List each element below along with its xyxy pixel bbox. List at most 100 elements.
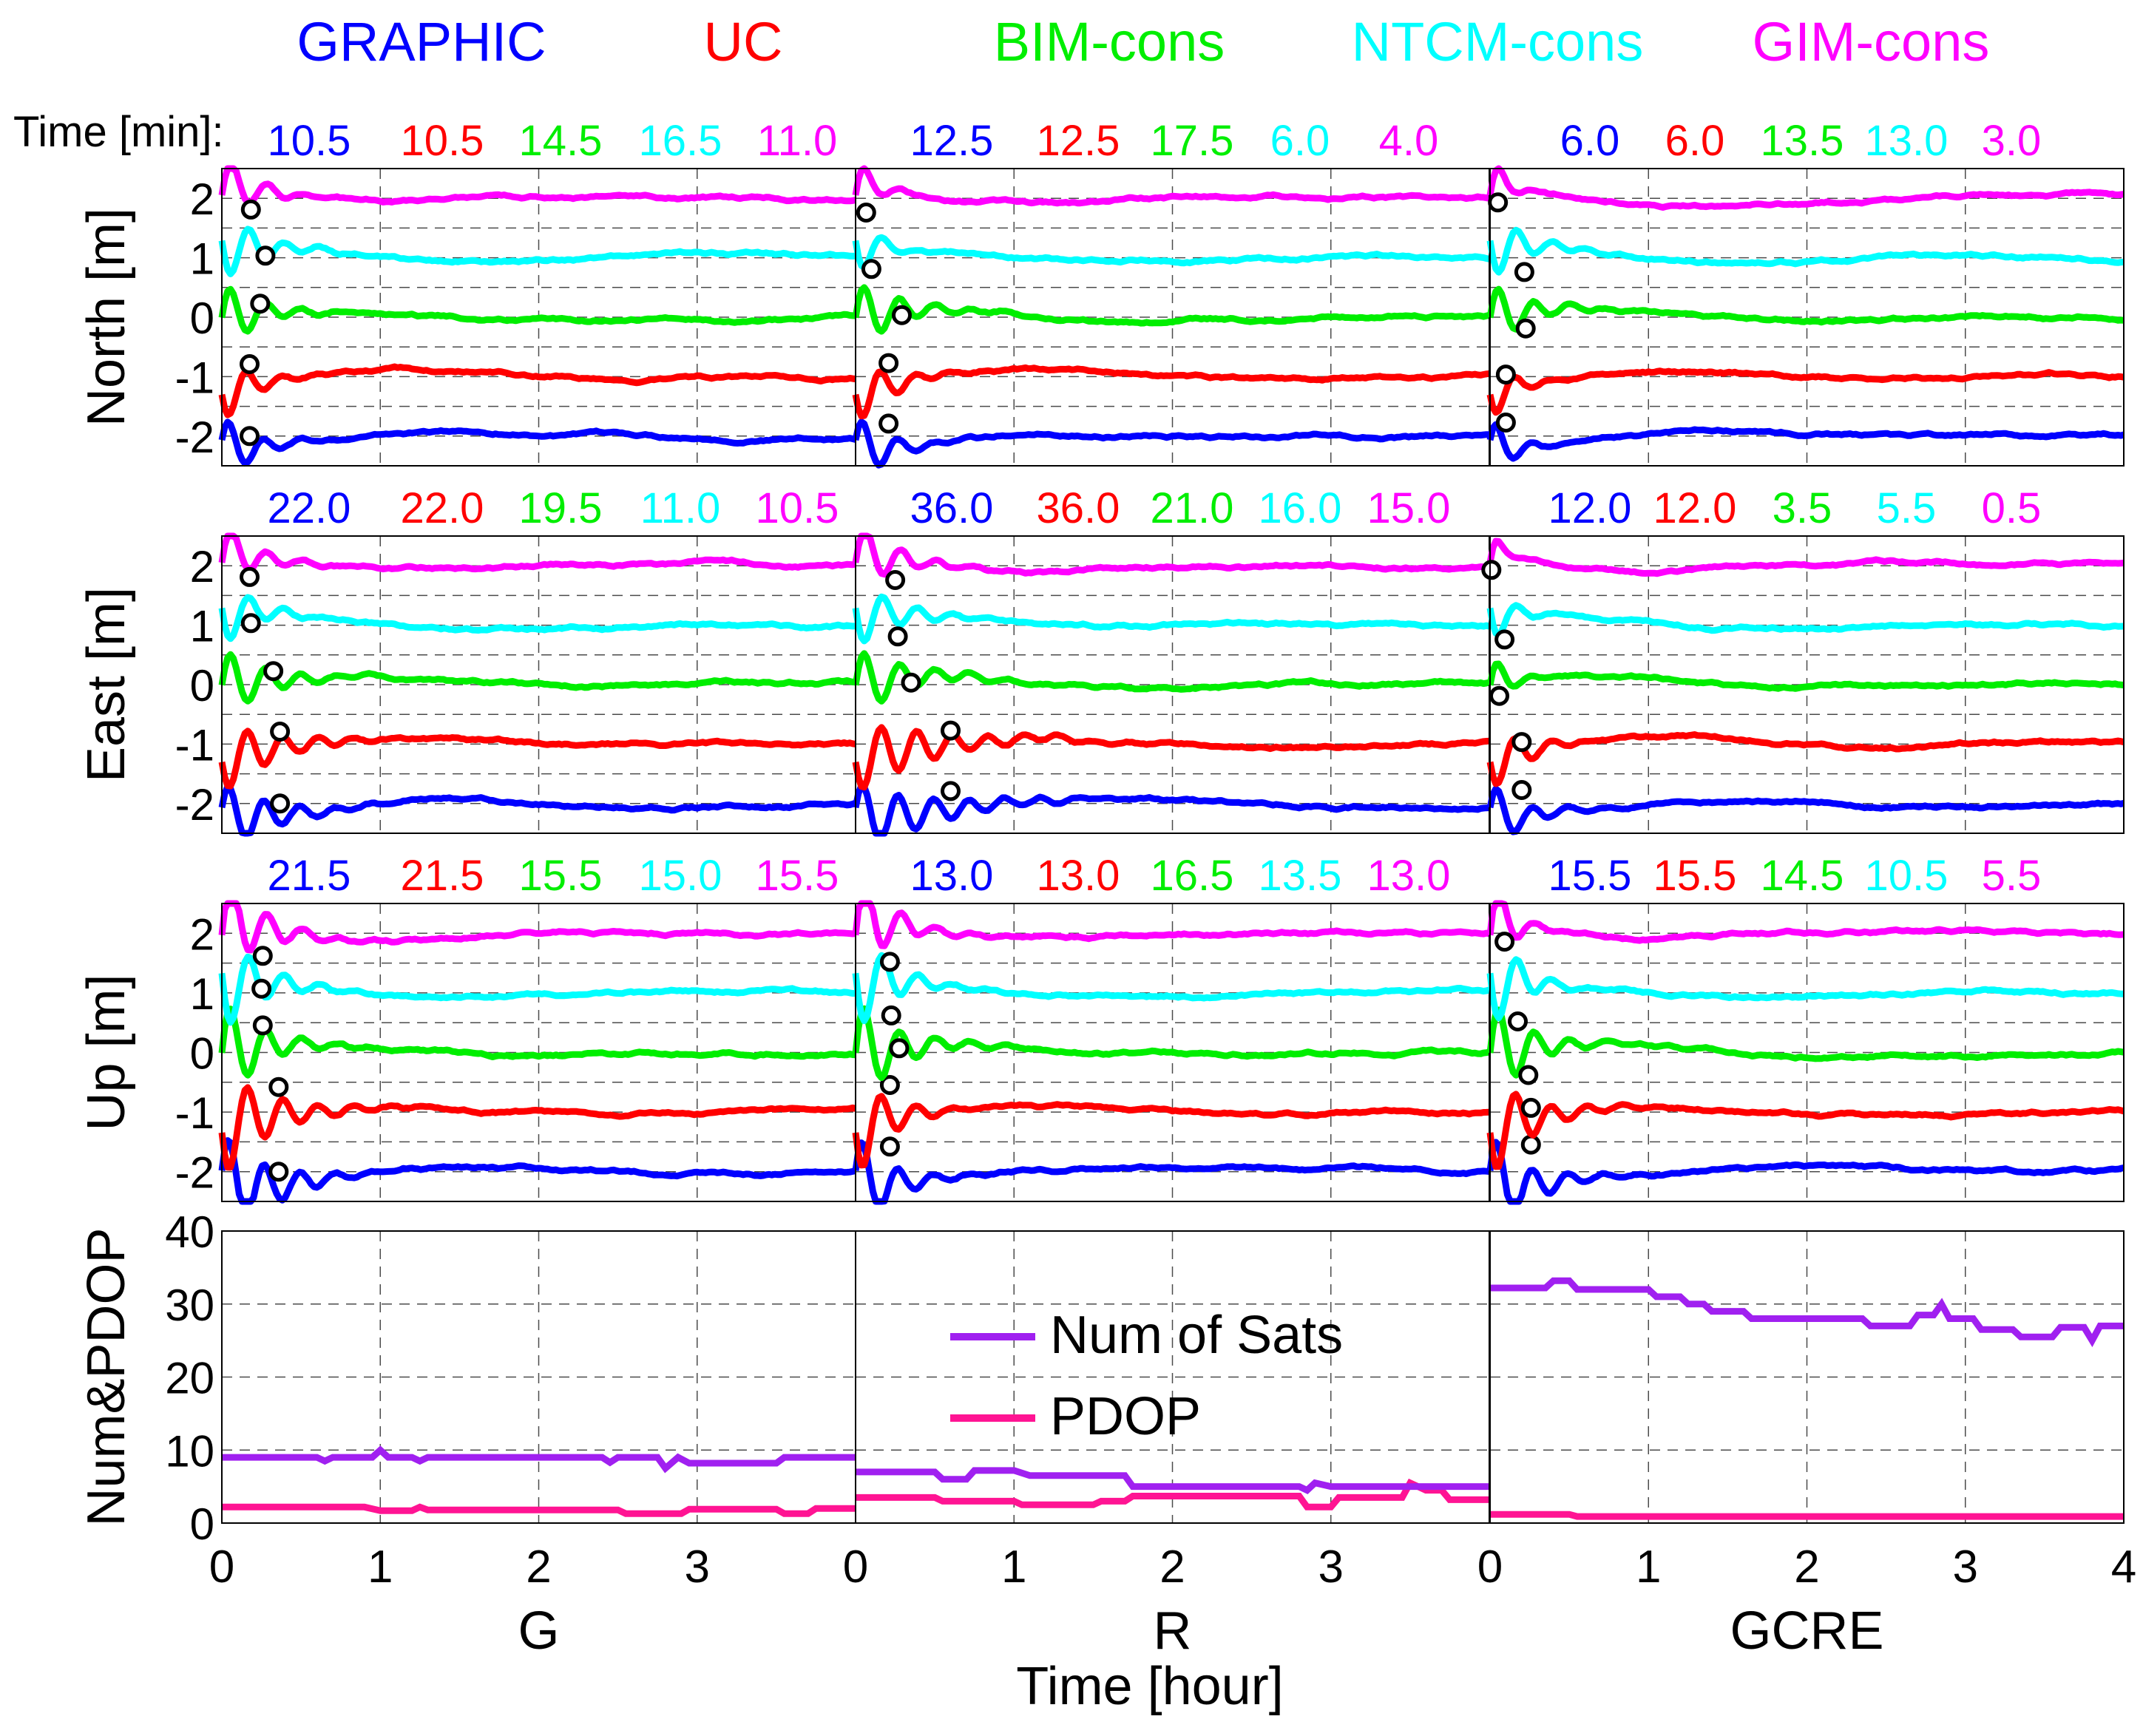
y-axis-label: North [m] [77,208,136,427]
panel-row-north: 10.5 10.5 14.5 16.5 11.0 12.5 12.5 17.5 6.0 4.0 6.… [77,117,2125,469]
conv-time-graphic: 12.0 [1548,484,1632,532]
convergence-marker-bim-cons [1518,1065,1539,1085]
convergence-marker-gim-cons [240,199,261,220]
line-bim-cons [1486,660,2125,692]
conv-time-bim-cons: 21.0 [1151,484,1234,532]
line-gim-cons [1486,538,2125,577]
legend-label-pdop: PDOP [1050,1387,1201,1446]
panel-1-0: 22.0 22.0 19.5 11.0 10.5 [218,484,857,837]
y-tick-label: -2 [175,413,214,462]
panel-0-2: 6.0 6.0 13.5 13.0 3.0 [1486,117,2125,467]
convergence-marker-ntcm-cons [240,613,261,634]
x-axis: 0 1 2 3 G 0 1 2 3 R 0 1 2 3 4 GCRE [209,1542,2136,1661]
line-ntcm-cons [218,594,856,642]
y-tick-label: 0 [190,294,214,343]
x-tick-label: 2 [1794,1542,1819,1593]
convergence-marker-graphic [240,426,260,447]
conv-time-uc: 36.0 [1037,484,1120,532]
x-axis-label: Time [hour] [1016,1657,1283,1716]
convergence-marker-gim-cons [240,566,260,587]
column-label-g: G [518,1601,559,1661]
convergence-marker-graphic [1495,413,1516,433]
panel-0-1: 12.5 12.5 17.5 6.0 4.0 [852,117,1491,469]
conv-time-gim-cons: 13.0 [1367,852,1451,900]
line-bim-cons [218,285,856,335]
line-pdop [856,1478,1489,1510]
conv-time-ntcm-cons: 16.5 [639,117,722,165]
legend-label-num-sats: Num of Sats [1050,1306,1343,1365]
convergence-marker-uc [1511,732,1532,753]
conv-time-uc: 15.5 [1653,852,1737,900]
line-ntcm-cons [218,953,856,1026]
panel-2-2: 15.5 15.5 14.5 10.5 5.5 [1486,852,2125,1205]
line-uc [1486,731,2125,787]
convergence-marker-gim-cons [856,203,876,223]
conv-time-graphic: 13.0 [910,852,994,900]
line-bim-cons [218,651,856,705]
line-bim-cons [1486,1006,2125,1079]
conv-time-gim-cons: 0.5 [1982,484,2042,532]
y-tick-label: -1 [175,353,214,402]
y-axis-label: East [m] [77,587,136,782]
line-gim-cons [852,900,1490,949]
line-graphic [852,782,1490,837]
conv-time-graphic: 10.5 [268,117,351,165]
line-graphic [852,1139,1490,1205]
convergence-marker-gim-cons [1494,932,1515,952]
x-tick-label: 0 [209,1542,234,1593]
convergence-marker-ntcm-cons [1494,629,1515,650]
line-uc [218,1084,857,1171]
conv-time-ntcm-cons: 5.5 [1877,484,1937,532]
y-tick-label: 0 [190,661,214,711]
bottom-legend: Num of Sats PDOP [950,1306,1343,1446]
convergence-marker-graphic [270,793,291,814]
panel-1-1: 36.0 36.0 21.0 16.0 15.0 [852,484,1491,837]
line-graphic [218,418,857,467]
convergence-marker-uc [941,720,961,741]
line-uc [1486,367,2125,416]
line-uc [218,728,856,790]
conv-time-bim-cons: 17.5 [1151,117,1234,165]
conv-time-uc: 12.5 [1037,117,1120,165]
convergence-marker-uc [879,1075,900,1095]
convergence-marker-gim-cons [879,952,900,972]
conv-time-gim-cons: 5.5 [1982,852,2042,900]
line-gim-cons [218,165,857,206]
convergence-marker-graphic [879,1136,900,1157]
line-gim-cons [218,532,856,573]
y-tick-label: 1 [190,602,214,651]
convergence-marker-bim-cons [263,661,284,682]
convergence-marker-uc [1495,365,1516,385]
convergence-marker-bim-cons [889,1038,910,1059]
line-ntcm-cons [218,226,856,277]
column-label-r: R [1154,1601,1192,1661]
line-uc [852,364,1490,420]
x-tick-label: 1 [1001,1542,1026,1593]
conv-time-ntcm-cons: 10.5 [1865,852,1949,900]
conv-time-ntcm-cons: 15.0 [639,852,722,900]
line-bim-cons [852,284,1491,335]
y-tick-label: 2 [190,174,214,224]
conv-time-ntcm-cons: 13.5 [1259,852,1342,900]
y-tick-label: -1 [175,1088,214,1138]
legend-gim-cons: GIM-cons [1753,11,1990,72]
line-graphic [852,418,1490,469]
legend-ntcm-cons: NTCM-cons [1352,11,1644,72]
conv-time-gim-cons: 4.0 [1379,117,1439,165]
conv-time-bim-cons: 15.5 [519,852,603,900]
x-tick-label: 3 [685,1542,710,1593]
conv-time-graphic: 21.5 [268,852,351,900]
conv-time-bim-cons: 3.5 [1773,484,1832,532]
conv-time-uc: 13.0 [1037,852,1120,900]
line-graphic [218,1137,857,1205]
panel-1-2: 12.0 12.0 3.5 5.5 0.5 [1481,484,2125,835]
convergence-marker-uc [270,722,291,742]
line-gim-cons [852,532,1490,578]
panel-row-up: 21.5 21.5 15.5 15.0 15.5 13.0 13.0 16.5 13.5 13.0… [77,852,2125,1205]
convergence-marker-bim-cons [901,672,921,693]
convergence-marker-gim-cons [885,570,906,590]
panel-0-0: 10.5 10.5 14.5 16.5 11.0 [218,117,857,467]
conv-time-graphic: 6.0 [1560,117,1620,165]
line-gim-cons [218,900,856,954]
